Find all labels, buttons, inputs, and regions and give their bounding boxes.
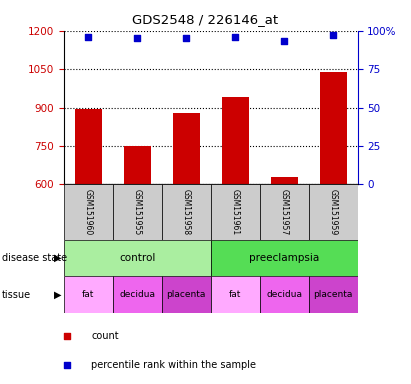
- Text: ▶: ▶: [54, 253, 62, 263]
- Bar: [64, 184, 113, 240]
- Point: [85, 34, 92, 40]
- Text: GSM151958: GSM151958: [182, 189, 191, 235]
- Bar: [211, 276, 260, 313]
- Point: [232, 34, 238, 40]
- Text: decidua: decidua: [119, 290, 155, 299]
- Text: fat: fat: [229, 290, 241, 299]
- Bar: [211, 240, 358, 276]
- Bar: [260, 184, 309, 240]
- Text: percentile rank within the sample: percentile rank within the sample: [91, 360, 256, 370]
- Bar: [173, 113, 200, 184]
- Bar: [320, 72, 346, 184]
- Text: disease state: disease state: [2, 253, 67, 263]
- Text: decidua: decidua: [266, 290, 302, 299]
- Point: [183, 35, 189, 41]
- Text: GSM151959: GSM151959: [328, 189, 337, 235]
- Bar: [162, 184, 211, 240]
- Bar: [309, 276, 358, 313]
- Bar: [260, 276, 309, 313]
- Point: [281, 38, 287, 45]
- Bar: [211, 184, 260, 240]
- Bar: [75, 109, 102, 184]
- Bar: [222, 97, 249, 184]
- Text: tissue: tissue: [2, 290, 31, 300]
- Bar: [309, 184, 358, 240]
- Bar: [64, 276, 113, 313]
- Bar: [162, 276, 211, 313]
- Text: preeclampsia: preeclampsia: [249, 253, 319, 263]
- Bar: [113, 184, 162, 240]
- Bar: [124, 146, 151, 184]
- Text: GDS2548 / 226146_at: GDS2548 / 226146_at: [132, 13, 279, 26]
- Text: GSM151957: GSM151957: [279, 189, 289, 235]
- Point: [330, 32, 336, 38]
- Text: GSM151960: GSM151960: [84, 189, 93, 235]
- Text: GSM151955: GSM151955: [133, 189, 142, 235]
- Bar: [113, 276, 162, 313]
- Text: count: count: [91, 331, 119, 341]
- Point: [134, 35, 141, 41]
- Bar: [64, 240, 210, 276]
- Text: fat: fat: [82, 290, 95, 299]
- Text: placenta: placenta: [314, 290, 353, 299]
- Text: ▶: ▶: [54, 290, 62, 300]
- Text: control: control: [119, 253, 155, 263]
- Bar: [270, 177, 298, 184]
- Text: placenta: placenta: [166, 290, 206, 299]
- Point: [379, 176, 386, 182]
- Text: GSM151961: GSM151961: [231, 189, 240, 235]
